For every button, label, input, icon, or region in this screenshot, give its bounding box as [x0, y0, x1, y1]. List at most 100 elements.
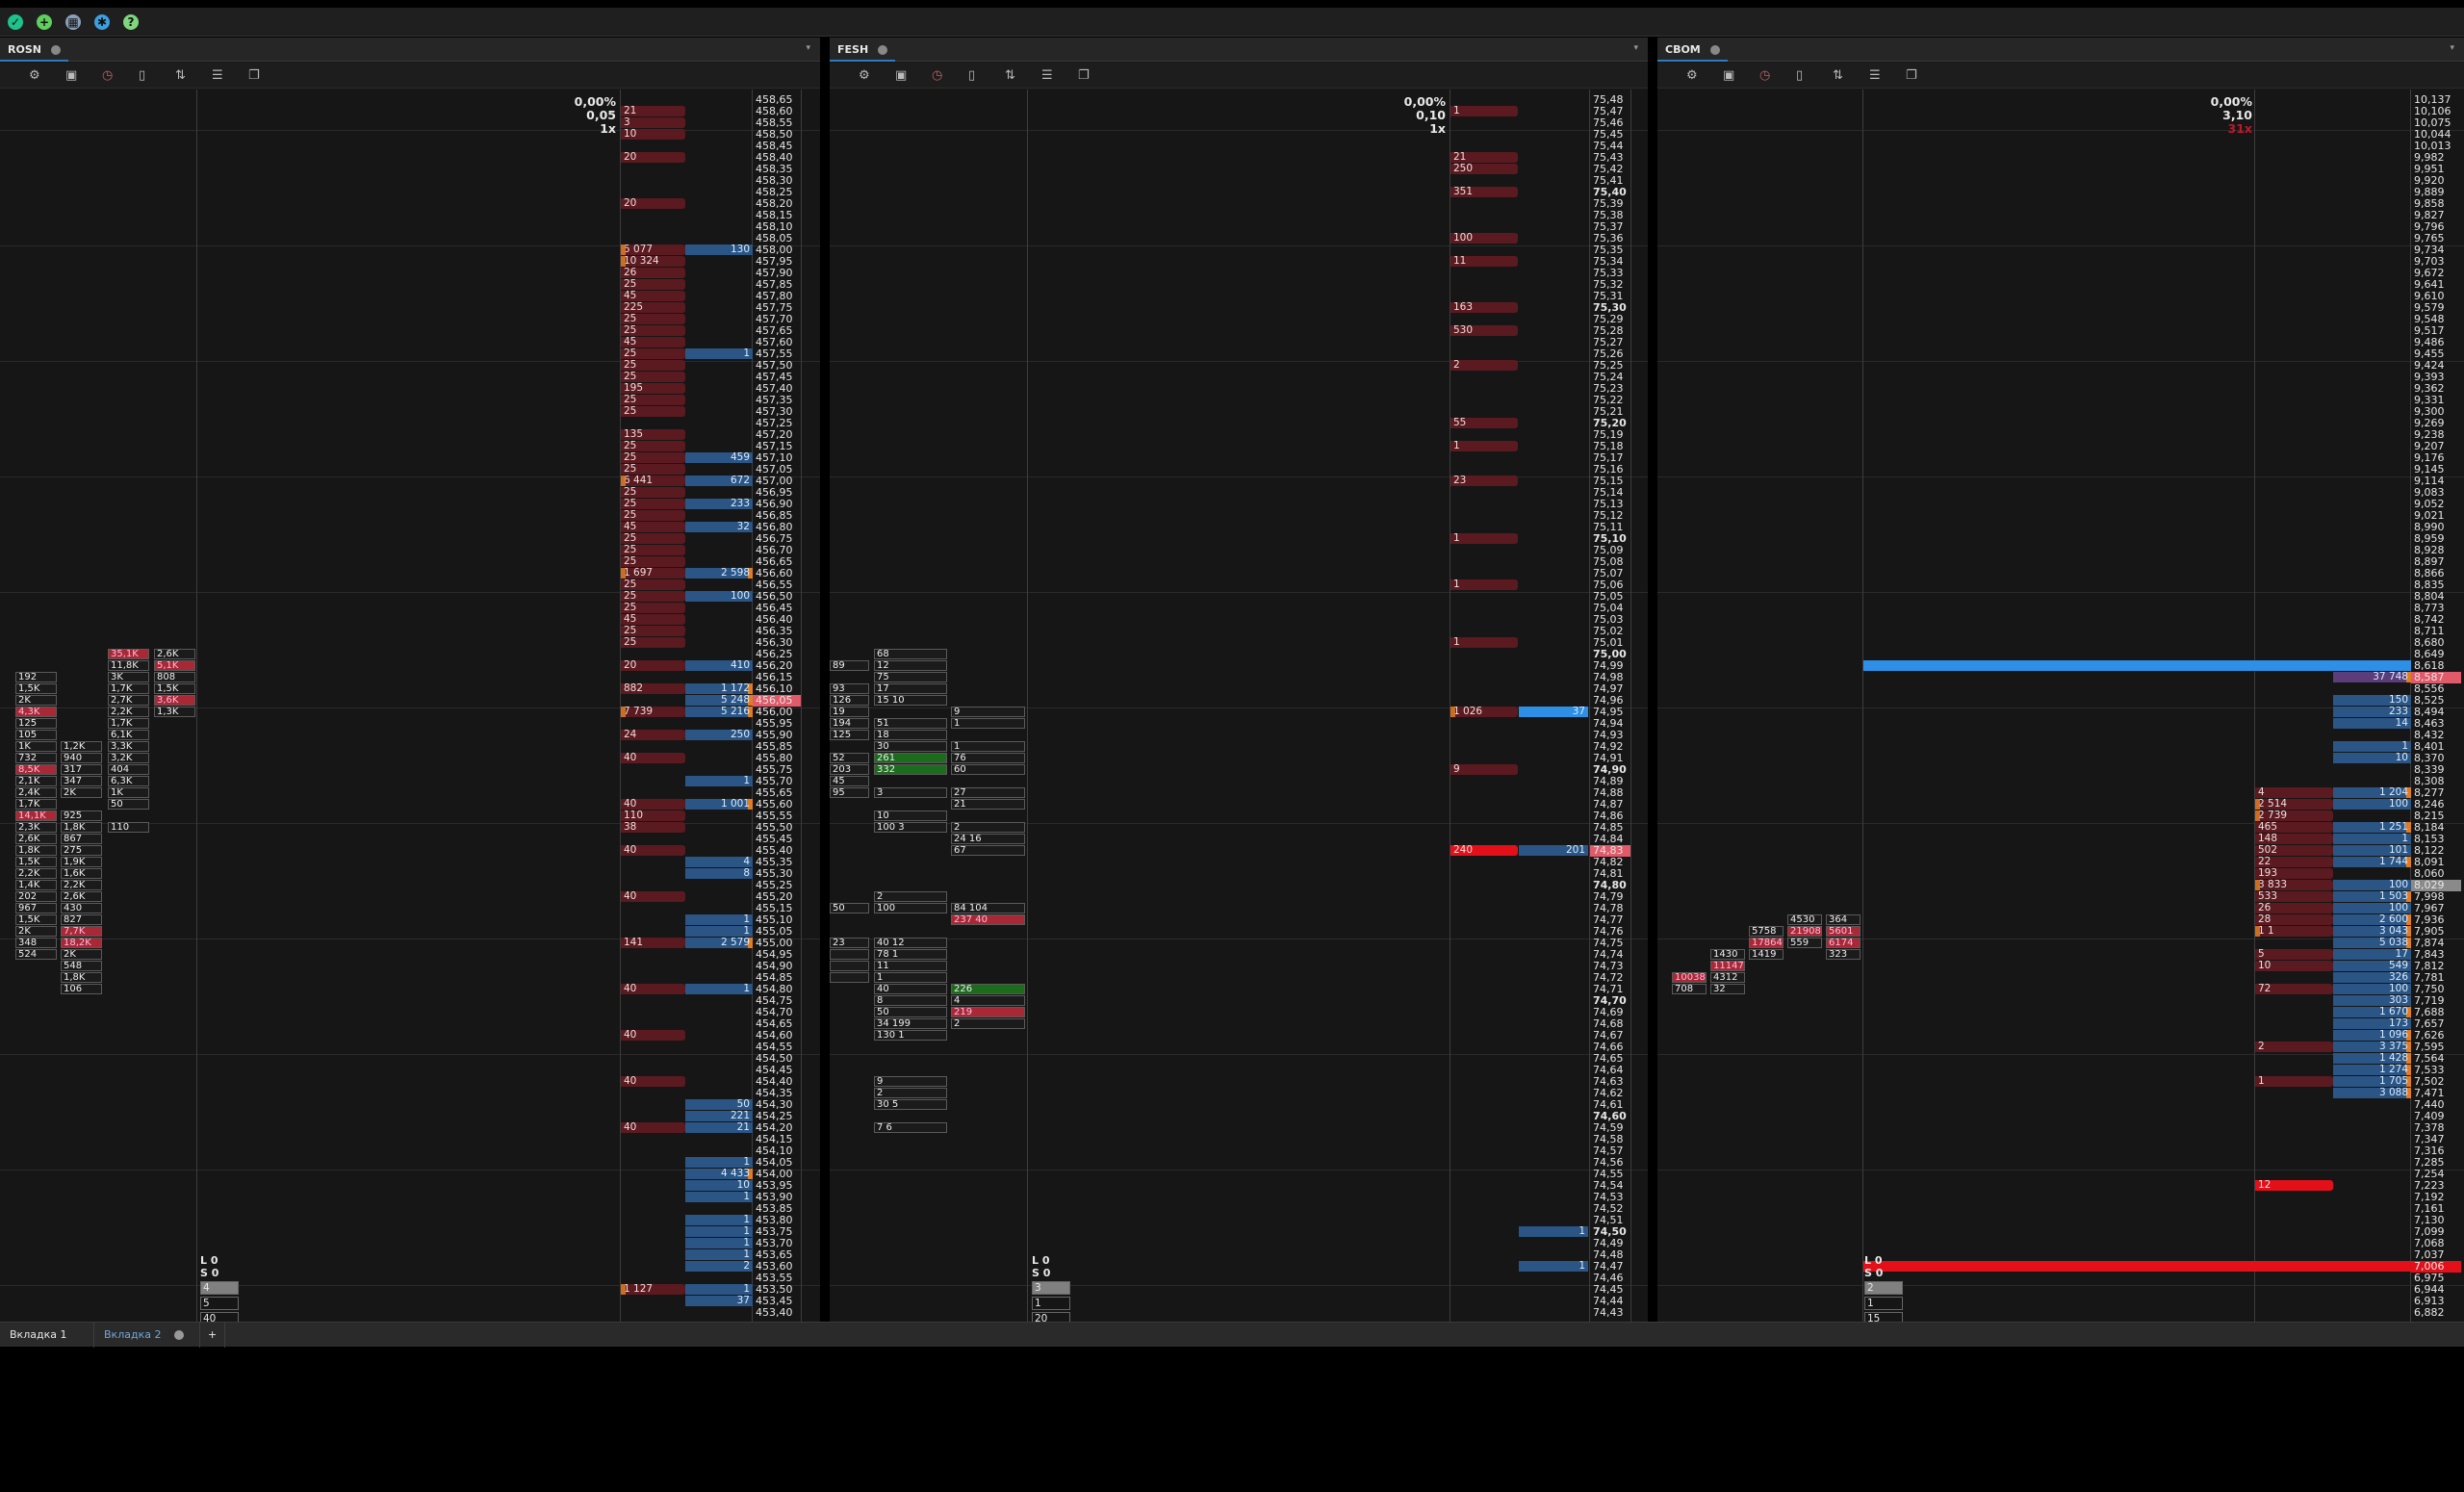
bid-volume[interactable]: 1 172: [685, 683, 753, 694]
cluster-cell[interactable]: 1: [951, 741, 1025, 752]
ask-volume[interactable]: 25: [621, 464, 685, 475]
price-level[interactable]: 74,58: [1593, 1133, 1624, 1145]
price-level[interactable]: 7,440: [2414, 1098, 2445, 1111]
price-level[interactable]: 454,35: [756, 1087, 793, 1099]
sort-icon[interactable]: ⇅: [1833, 68, 1843, 83]
dropdown-icon[interactable]: ▾: [2450, 43, 2454, 53]
price-level[interactable]: 7,068: [2414, 1237, 2445, 1249]
price-level[interactable]: 7,998: [2414, 890, 2445, 903]
cluster-cell[interactable]: 68: [874, 649, 947, 659]
cluster-cell[interactable]: 11147: [1710, 961, 1745, 971]
ask-volume[interactable]: 5 077: [621, 244, 685, 255]
ask-volume[interactable]: 20: [621, 198, 685, 209]
price-level[interactable]: 9,269: [2414, 417, 2445, 429]
cluster-cell[interactable]: 18,2K: [61, 938, 102, 948]
cluster-cell[interactable]: 967: [15, 903, 57, 913]
cluster-cell[interactable]: 125: [15, 718, 57, 729]
price-level[interactable]: 9,796: [2414, 220, 2445, 233]
cluster-cell[interactable]: 1: [951, 718, 1025, 729]
price-level[interactable]: 455,35: [756, 856, 793, 868]
list-icon[interactable]: ☰: [1041, 68, 1053, 83]
briefcase-icon[interactable]: ▣: [65, 68, 78, 83]
cluster-cell[interactable]: 89: [830, 660, 869, 671]
price-level[interactable]: 75,30: [1593, 301, 1627, 314]
cluster-cell[interactable]: 940: [61, 753, 102, 763]
cluster-cell[interactable]: 524: [15, 949, 57, 960]
bid-volume[interactable]: 2 598: [685, 568, 753, 579]
ask-volume[interactable]: 55: [1450, 418, 1518, 428]
cluster-cell[interactable]: 1,5K: [15, 683, 57, 694]
bid-volume[interactable]: 10: [685, 1180, 753, 1191]
price-level[interactable]: 7,037: [2414, 1248, 2445, 1261]
quantity-preset[interactable]: 40: [200, 1312, 239, 1322]
price-level[interactable]: 8,680: [2414, 636, 2445, 649]
price-level[interactable]: 8,649: [2414, 648, 2445, 660]
price-level[interactable]: 8,029: [2411, 880, 2461, 891]
bid-volume[interactable]: 37: [685, 1296, 753, 1306]
price-level[interactable]: 74,92: [1593, 740, 1624, 753]
cluster-cell[interactable]: 867: [61, 834, 102, 844]
cluster-cell[interactable]: 3K: [108, 672, 149, 682]
bid-volume[interactable]: 32: [685, 522, 753, 532]
ask-volume[interactable]: 40: [621, 753, 685, 763]
cluster-cell[interactable]: 125: [830, 730, 869, 740]
settings-icon[interactable]: ✱: [94, 14, 110, 30]
cluster-cell[interactable]: 100 3: [874, 822, 947, 833]
price-level[interactable]: 454,85: [756, 971, 793, 984]
price-level[interactable]: 74,78: [1593, 902, 1624, 914]
bid-volume[interactable]: 410: [685, 660, 753, 671]
price-level[interactable]: 8,742: [2414, 613, 2445, 626]
clock-icon[interactable]: ◷: [1759, 68, 1771, 83]
close-icon[interactable]: [174, 1330, 185, 1340]
price-level[interactable]: 7,657: [2414, 1017, 2445, 1030]
cluster-cell[interactable]: 52: [830, 753, 869, 763]
price-level[interactable]: 458,60: [756, 105, 793, 117]
bid-volume[interactable]: 1: [685, 1284, 753, 1295]
price-level[interactable]: 8,401: [2414, 740, 2445, 753]
price-level[interactable]: 74,77: [1593, 913, 1624, 926]
price-level[interactable]: 75,07: [1593, 567, 1624, 579]
price-level[interactable]: 9,889: [2414, 186, 2445, 198]
price-level[interactable]: 457,40: [756, 382, 793, 395]
price-level[interactable]: 9,331: [2414, 394, 2445, 406]
price-level[interactable]: 74,70: [1593, 994, 1627, 1007]
ask-volume[interactable]: 25: [621, 556, 685, 567]
price-level[interactable]: 75,28: [1593, 324, 1624, 337]
price-level[interactable]: 75,09: [1593, 544, 1624, 556]
price-level[interactable]: 74,84: [1593, 833, 1624, 845]
price-level[interactable]: 8,866: [2414, 567, 2445, 579]
cluster-cell[interactable]: 2,6K: [61, 891, 102, 902]
price-level[interactable]: 456,45: [756, 602, 793, 614]
price-level[interactable]: 457,75: [756, 301, 793, 314]
price-level[interactable]: 74,68: [1593, 1017, 1624, 1030]
price-level[interactable]: 74,59: [1593, 1121, 1624, 1134]
cluster-cell[interactable]: 2: [951, 1018, 1025, 1029]
price-level[interactable]: 9,455: [2414, 347, 2445, 360]
price-level[interactable]: 6,944: [2414, 1283, 2445, 1296]
cluster-cell[interactable]: 126: [830, 695, 869, 706]
bid-volume[interactable]: 5 038: [2333, 938, 2411, 948]
price-level[interactable]: 8,122: [2414, 844, 2445, 857]
price-level[interactable]: 75,31: [1593, 290, 1624, 302]
cluster-cell[interactable]: 60: [951, 764, 1025, 775]
ask-volume[interactable]: 20: [621, 660, 685, 671]
price-level[interactable]: 74,53: [1593, 1191, 1624, 1203]
price-level[interactable]: 456,65: [756, 555, 793, 568]
price-level[interactable]: 74,50: [1593, 1225, 1627, 1238]
price-level[interactable]: 457,00: [756, 475, 793, 487]
price-level[interactable]: 456,20: [756, 659, 793, 672]
cluster-cell[interactable]: 1K: [108, 787, 149, 798]
cluster-cell[interactable]: 261: [874, 753, 947, 763]
quantity-preset[interactable]: 4: [200, 1281, 239, 1295]
cluster-cell[interactable]: 130 1: [874, 1030, 947, 1041]
cluster-cell[interactable]: 2,6K: [154, 649, 195, 659]
price-level[interactable]: 10,013: [2414, 140, 2451, 152]
price-level[interactable]: 74,67: [1593, 1029, 1624, 1042]
cluster-cell[interactable]: 11: [874, 961, 947, 971]
cluster-cell[interactable]: 1,8K: [61, 972, 102, 983]
bid-volume[interactable]: 1 428: [2333, 1053, 2411, 1064]
bid-volume[interactable]: 5 216: [685, 707, 753, 717]
ask-volume[interactable]: 100: [1450, 233, 1518, 244]
price-level[interactable]: 9,176: [2414, 451, 2445, 464]
price-level[interactable]: 456,85: [756, 509, 793, 522]
